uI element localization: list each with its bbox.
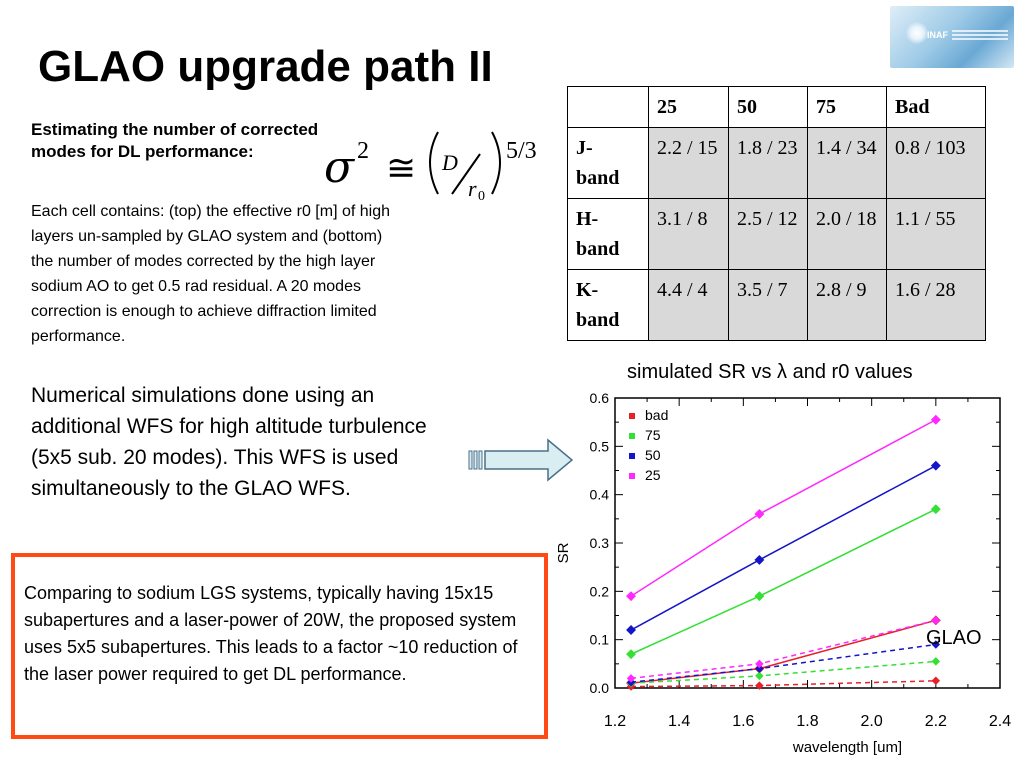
- table-row-label: J- band: [567, 127, 649, 199]
- data-point-25: [626, 591, 636, 602]
- formula-sigma: σ: [324, 142, 356, 193]
- series-line-25: [630, 419, 937, 597]
- y-tick-label: 0.4: [590, 487, 610, 503]
- y-tick-label: 0.1: [590, 632, 610, 648]
- table-cell: 1.4 / 34: [807, 127, 887, 199]
- data-point-75: [626, 649, 636, 660]
- glao-series-line-bad: [631, 680, 936, 688]
- table-cell: 0.8 / 103: [886, 127, 986, 199]
- table-header-cell: Bad: [886, 86, 986, 128]
- table-row: J- band 2.2 / 15 1.8 / 23 1.4 / 34 0.8 /…: [567, 127, 986, 199]
- legend-marker-bad: [629, 413, 635, 419]
- table-cell: 3.1 / 8: [648, 198, 729, 270]
- table-cell: 1.1 / 55: [886, 198, 986, 270]
- table-row: H- band 3.1 / 8 2.5 / 12 2.0 / 18 1.1 / …: [567, 198, 986, 270]
- chart-title: simulated SR vs λ and r0 values: [627, 361, 913, 383]
- simulation-description: Numerical simulations done using an addi…: [31, 384, 427, 500]
- legend-label-50: 50: [645, 447, 661, 463]
- x-tick-label: 2.4: [989, 713, 1011, 730]
- legend-marker-50: [629, 453, 635, 459]
- glao-label: GLAO: [926, 627, 982, 649]
- legend-label-25: 25: [645, 467, 661, 483]
- glao-data-point-75: [931, 657, 941, 666]
- legend-marker-25: [629, 473, 635, 479]
- y-axis-label: SR: [555, 542, 572, 563]
- data-point-50: [754, 554, 765, 565]
- glao-data-point-bad: [931, 676, 941, 685]
- table-header-cell: 75: [807, 86, 887, 128]
- glao-series-line-25: [630, 619, 937, 680]
- table-cell: 4.4 / 4: [648, 269, 729, 341]
- data-point-75: [754, 591, 765, 602]
- table-cell: 1.6 / 28: [886, 269, 986, 341]
- table-header-cell: [567, 86, 649, 128]
- legend-marker-75: [629, 433, 635, 439]
- legend-label-bad: bad: [645, 407, 668, 423]
- table-row-label: H- band: [567, 198, 649, 270]
- logo-subtext-lines: [952, 30, 1008, 44]
- glao-data-point-25: [931, 616, 941, 625]
- intro-body: Each cell contains: (top) the effective …: [31, 203, 390, 345]
- formula-den-sub: 0: [478, 189, 485, 204]
- glao-series-line-50: [630, 643, 936, 683]
- table-cell: 1.8 / 23: [728, 127, 808, 199]
- formula-den: r: [468, 176, 477, 201]
- table-header-cell: 25: [648, 86, 729, 128]
- legend-label-75: 75: [645, 427, 661, 443]
- inaf-logo: INAF: [890, 6, 1014, 68]
- y-tick-label: 0.2: [590, 583, 610, 599]
- sr-chart: 0.0 0.1 0.2 0.3 0.4 0.5 0.6 1.2 1.4 1.6 1.8 2.0 2.2 2…: [555, 390, 1011, 756]
- logo-text: INAF: [927, 30, 948, 40]
- modes-table: 25 50 75 Bad J- band 2.2 / 15 1.8 / 23 1…: [567, 86, 986, 341]
- table-header-cell: 50: [728, 86, 808, 128]
- comparison-box: Comparing to sodium LGS systems, typical…: [11, 553, 548, 739]
- glao-data-point-50: [931, 640, 941, 649]
- table-cell: 2.2 / 15: [648, 127, 729, 199]
- x-axis-label: wavelength [um]: [792, 739, 902, 756]
- glao-data-point-25: [755, 659, 764, 669]
- table-cell: 3.5 / 7: [728, 269, 808, 341]
- x-tick-label: 2.2: [925, 713, 947, 730]
- formula-slash: [451, 153, 481, 195]
- table-cell: 2.5 / 12: [728, 198, 808, 270]
- glao-data-point-75: [755, 671, 764, 681]
- table-cell: 2.0 / 18: [807, 198, 887, 270]
- data-point-75: [930, 504, 941, 515]
- logo-glow-icon: [906, 22, 928, 44]
- glao-data-point-25: [626, 674, 636, 683]
- x-tick-label: 1.4: [668, 713, 690, 730]
- right-arrow-icon: [468, 438, 574, 482]
- series-line-50: [630, 465, 937, 631]
- intro-heading: Estimating the number of corrected modes…: [31, 120, 319, 161]
- table-row-label: K- band: [567, 269, 649, 341]
- y-tick-label: 0.5: [590, 438, 610, 454]
- data-point-25: [754, 509, 765, 519]
- formula-num: D: [441, 150, 458, 175]
- x-tick-label: 1.6: [732, 713, 754, 730]
- y-tick-label: 0.6: [590, 390, 610, 406]
- data-point-50: [626, 625, 636, 635]
- formula-approx: ≅: [386, 148, 416, 189]
- glao-data-point-bad: [755, 681, 764, 690]
- formula-power: 5/3: [506, 138, 537, 164]
- formula: σ 2 ≅ D r 0 5/3: [324, 131, 537, 204]
- formula-sigma-exp: 2: [357, 138, 369, 164]
- table-header-row: 25 50 75 Bad: [567, 86, 986, 128]
- glao-data-point-50: [755, 664, 764, 673]
- slide-title: GLAO upgrade path II: [38, 42, 493, 91]
- data-point-50: [930, 460, 941, 471]
- y-tick-label: 0.0: [590, 680, 610, 696]
- formula-paren-right: [491, 131, 501, 195]
- table-cell: 2.8 / 9: [807, 269, 887, 341]
- x-tick-label: 1.8: [796, 713, 818, 730]
- x-tick-label: 1.2: [604, 713, 626, 730]
- table-row: K- band 4.4 / 4 3.5 / 7 2.8 / 9 1.6 / 28: [567, 269, 986, 341]
- y-tick-label: 0.3: [590, 535, 610, 551]
- formula-paren-left: [429, 131, 439, 195]
- data-point-25: [930, 414, 941, 425]
- comparison-text: Comparing to sodium LGS systems, typical…: [24, 583, 518, 684]
- x-tick-label: 2.0: [861, 713, 883, 730]
